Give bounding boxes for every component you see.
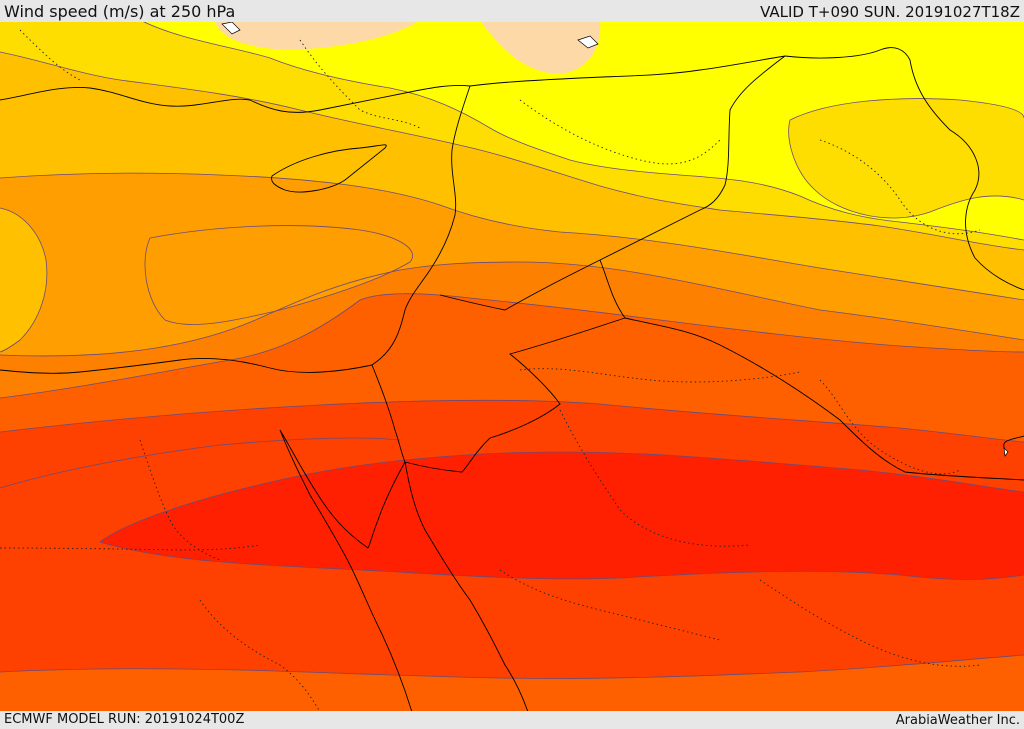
- contour-line: [139, 20, 1024, 241]
- credit-label: ArabiaWeather Inc.: [895, 713, 1020, 728]
- lake: [577, 35, 599, 49]
- band-gold-east-blob: [788, 98, 1024, 218]
- admin-line: [819, 379, 961, 475]
- contour-line: [144, 225, 413, 325]
- admin-line: [819, 139, 981, 235]
- cyprus-coastline: [271, 144, 387, 193]
- border: [469, 55, 786, 87]
- coastline: [404, 461, 529, 712]
- coastline: [279, 429, 413, 712]
- band-yellow: [140, 20, 1024, 240]
- contour-line: [0, 51, 1024, 251]
- contour-line: [0, 261, 1024, 357]
- admin-line: [199, 599, 321, 712]
- band-peach-west: [215, 20, 420, 50]
- band-red-core: [100, 452, 1024, 580]
- contour-line: [0, 399, 1024, 443]
- admin-line: [19, 29, 81, 81]
- wind-speed-map: [0, 20, 1024, 712]
- admin-line: [519, 368, 801, 383]
- contour-line: [0, 172, 1024, 301]
- band-amber-west-blob: [0, 208, 47, 352]
- lake: [221, 21, 241, 35]
- border: [504, 55, 786, 311]
- contour-line: [0, 293, 1024, 399]
- header-bar: Wind speed (m/s) at 250 hPa VALID T+090 …: [0, 0, 1024, 22]
- country-borders: [0, 47, 1024, 712]
- contour-line: [99, 451, 1024, 543]
- band-orange-light-pocket: [145, 225, 413, 325]
- admin-line: [559, 409, 751, 547]
- coastline: [279, 429, 369, 549]
- contour-line: [99, 541, 1024, 580]
- wind-speed-map-svg: [0, 20, 1024, 712]
- band-peach-east: [480, 20, 601, 74]
- lake: [1003, 447, 1009, 457]
- border: [784, 47, 911, 61]
- admin-line: [299, 39, 421, 129]
- footer-bar: ECMWF MODEL RUN: 20191024T00Z ArabiaWeat…: [0, 711, 1024, 729]
- admin-line: [0, 544, 261, 551]
- map-title: Wind speed (m/s) at 250 hPa: [4, 2, 236, 21]
- border: [909, 59, 1024, 291]
- border: [624, 317, 1024, 481]
- coastline: [0, 85, 471, 113]
- valid-time: VALID T+090 SUN. 20191027T18Z: [760, 3, 1020, 21]
- model-run-label: ECMWF MODEL RUN: 20191024T00Z: [4, 712, 245, 727]
- contour-lines: [0, 20, 1024, 679]
- admin-boundaries: [0, 29, 981, 712]
- coastline: [371, 85, 471, 366]
- admin-line: [499, 569, 721, 641]
- contour-line: [788, 98, 1024, 219]
- contour-line: [0, 437, 401, 489]
- lakes: [221, 21, 1009, 457]
- contour-line: [0, 207, 48, 353]
- coastline: [0, 358, 373, 374]
- contour-line: [0, 654, 1024, 679]
